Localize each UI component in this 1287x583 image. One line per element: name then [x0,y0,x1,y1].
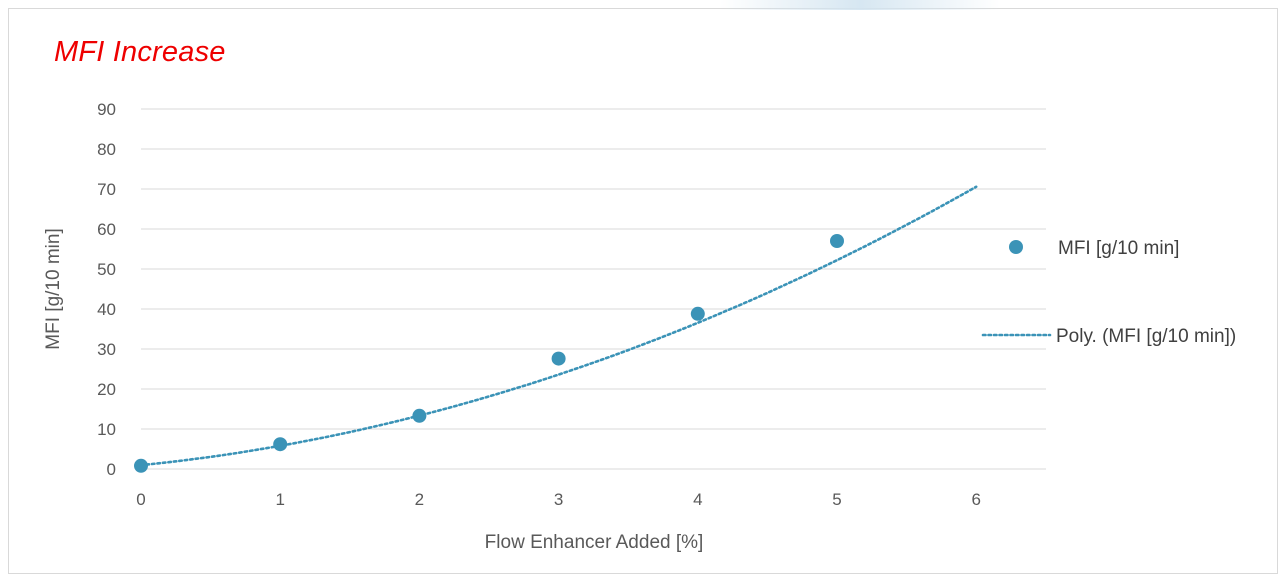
legend-label-poly: Poly. (MFI [g/10 min]) [1056,326,1236,347]
data-point-0 [134,458,148,473]
data-point-1 [273,437,288,452]
y-tick-label-40: 40 [97,300,116,319]
top-highlight [720,0,1000,10]
x-tick-label-3: 3 [554,490,563,509]
x-tick-label-0: 0 [136,490,145,509]
y-tick-labels: 0 10 20 30 40 50 60 70 80 90 [97,100,116,479]
data-point-4 [690,306,705,321]
y-tick-label-70: 70 [97,180,116,199]
x-tick-label-6: 6 [971,490,980,509]
y-tick-label-0: 0 [107,460,116,479]
legend-label-mfi: MFI [g/10 min] [1058,238,1179,259]
x-axis-label: Flow Enhancer Added [%] [485,532,704,553]
x-tick-label-5: 5 [832,490,841,509]
data-point-3 [551,351,566,366]
chart-frame [8,8,1278,574]
data-point-5 [830,234,844,248]
data-point-2 [412,408,427,423]
data-points [134,234,844,473]
y-tick-label-80: 80 [97,140,116,159]
legend-marker-mfi [1009,240,1023,254]
y-tick-label-20: 20 [97,380,116,399]
x-tick-label-1: 1 [275,490,284,509]
gridlines [141,108,1046,470]
y-tick-label-50: 50 [97,260,116,279]
y-axis-label: MFI [g/10 min] [43,228,64,349]
chart-title: MFI Increase [54,36,226,68]
y-tick-label-30: 30 [97,340,116,359]
y-tick-label-10: 10 [97,420,116,439]
y-tick-label-60: 60 [97,220,116,239]
x-tick-label-2: 2 [415,490,424,509]
x-tick-labels: 0 1 2 3 4 5 6 [136,490,981,509]
y-tick-label-90: 90 [97,100,116,119]
legend: MFI [g/10 min] Poly. (MFI [g/10 min]) [981,238,1236,347]
x-tick-label-4: 4 [693,490,702,509]
